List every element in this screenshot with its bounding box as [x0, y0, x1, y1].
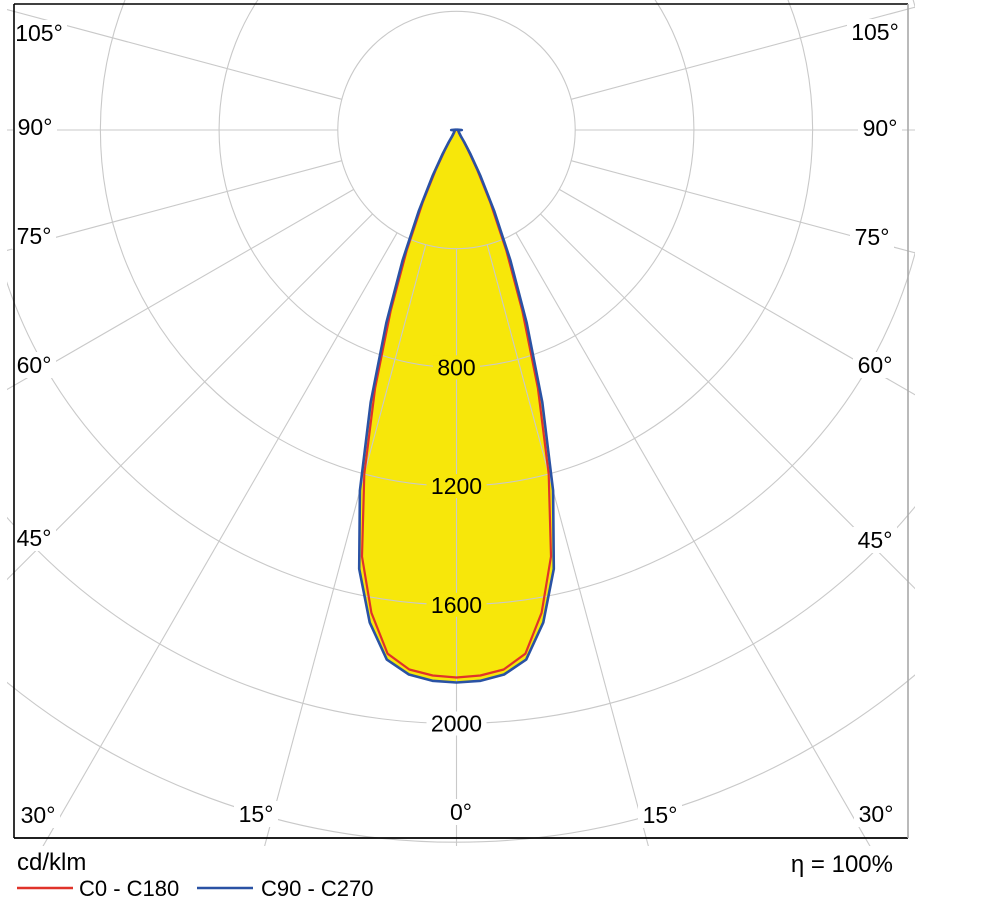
grid-radial-line	[7, 213, 373, 581]
ring-labels: 800 1200 1600 2000	[426, 354, 487, 737]
angle-label: 90°	[18, 114, 53, 140]
legend-label-c0: C0 - C180	[79, 876, 179, 901]
grid-radial-line	[486, 244, 649, 846]
angle-label: 105°	[15, 20, 63, 46]
ring-label-bg	[426, 711, 487, 736]
grid-radial-line	[540, 213, 915, 590]
angle-label-bg	[638, 802, 682, 828]
plot-border	[13, 3, 909, 839]
efficiency-label: η = 100%	[791, 851, 893, 878]
angle-label: 0°	[450, 799, 472, 825]
angle-label: 105°	[851, 19, 899, 45]
grid-radial-line	[515, 232, 871, 846]
angle-label-bg	[12, 223, 56, 249]
angle-label: 75°	[855, 224, 890, 250]
angle-label-bg	[234, 801, 278, 827]
angle-label-bg	[853, 352, 897, 378]
grid-radial-line	[559, 188, 915, 396]
angle-label-bg	[445, 799, 477, 825]
ring-label: 2000	[431, 711, 482, 737]
unit-label: cd/klm	[17, 849, 86, 876]
grid-radial-line	[571, 160, 915, 254]
ring-label: 800	[437, 354, 475, 380]
legend-label-c90: C90 - C270	[261, 876, 374, 901]
angle-label-bg	[11, 20, 67, 46]
angle-label: 90°	[863, 115, 898, 141]
angle-label: 60°	[858, 352, 893, 378]
angle-label: 30°	[859, 801, 894, 827]
grid-radial-line	[571, 6, 915, 100]
c90-curve	[357, 128, 556, 684]
angle-label: 60°	[17, 352, 52, 378]
grid-radial-line	[42, 232, 398, 846]
angle-label: 30°	[21, 802, 56, 828]
angle-label-bg	[850, 224, 894, 250]
grid-radial-line	[7, 160, 342, 252]
angle-label-bg	[12, 525, 56, 551]
angle-label-bg	[13, 114, 57, 140]
angle-label: 45°	[17, 525, 52, 551]
grid-radial-line	[264, 244, 427, 846]
ring-label-bg	[433, 355, 480, 380]
angle-label: 15°	[239, 801, 274, 827]
ring-label: 1600	[431, 592, 482, 618]
angle-label: 15°	[643, 802, 678, 828]
angle-label-bg	[853, 527, 897, 553]
grid-radial-line	[7, 8, 342, 100]
ring-label: 1200	[431, 473, 482, 499]
angle-label-bg	[16, 802, 60, 828]
angle-label-bg	[12, 352, 56, 378]
angle-label: 45°	[858, 527, 893, 553]
ring-label-bg	[426, 474, 487, 499]
angle-label-bg	[854, 801, 898, 827]
angle-label-bg	[847, 19, 903, 45]
angle-label-bg	[858, 115, 902, 141]
ring-label-bg	[426, 592, 487, 617]
angle-label: 75°	[17, 223, 52, 249]
angle-labels: 105° 90° 75° 60° 45° 30° 15° 0° 15° 30° 45° 60° 75° 9…	[11, 19, 903, 828]
